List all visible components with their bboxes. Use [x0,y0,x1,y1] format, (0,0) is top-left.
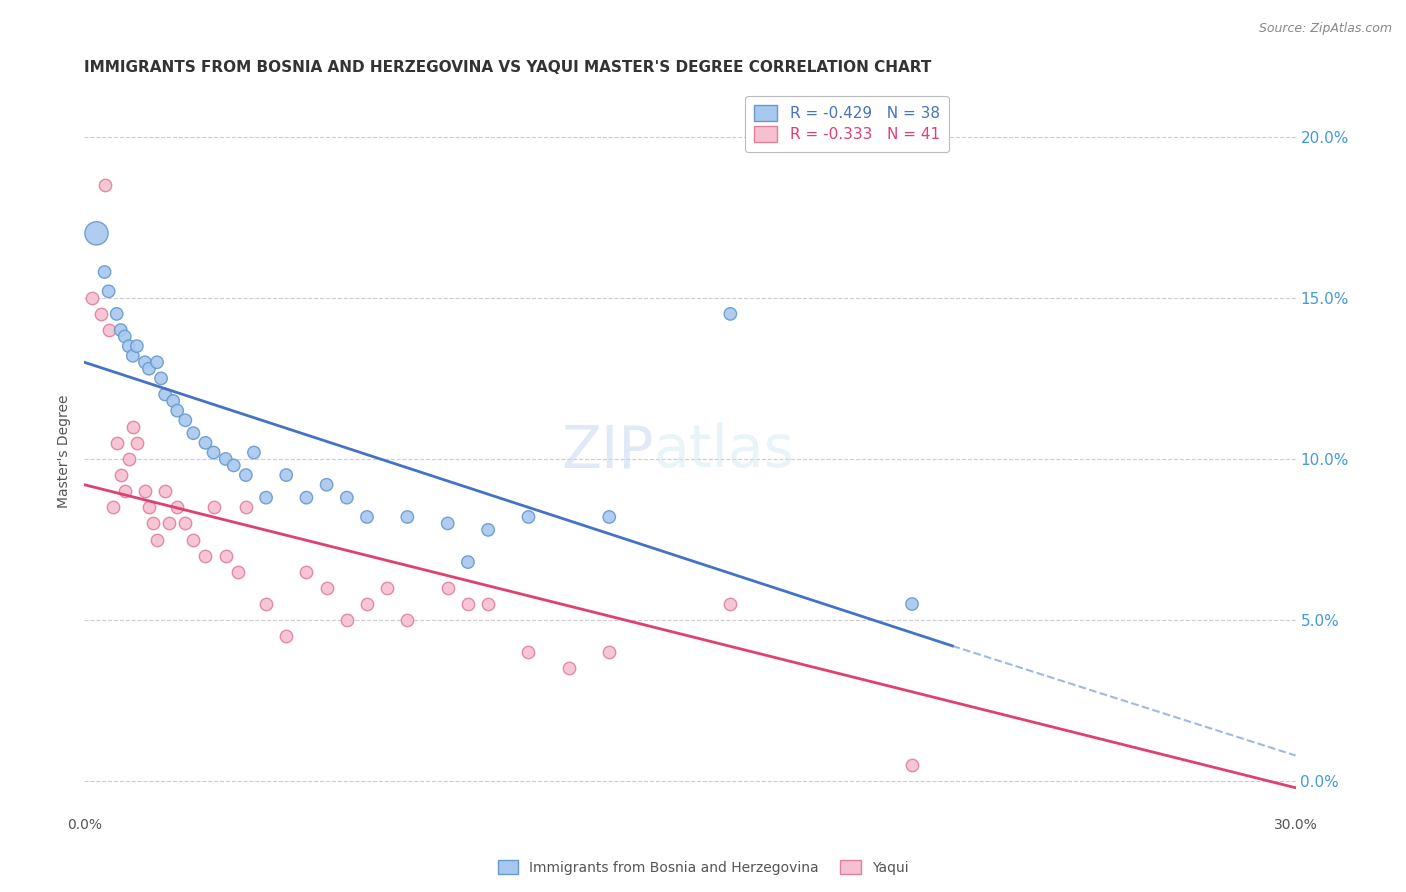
Point [114,484,136,499]
Point [121,349,143,363]
Point [315,581,337,595]
Point [235,500,257,515]
Point [174,516,197,531]
Point [202,500,225,515]
Point [356,510,378,524]
Point [295,491,318,505]
Point [901,758,924,772]
Point [114,329,136,343]
Point [226,565,249,579]
Point [598,510,620,524]
Point [125,339,148,353]
Point [243,445,266,459]
Point [396,613,419,627]
Point [517,645,540,659]
Point [194,435,217,450]
Text: IMMIGRANTS FROM BOSNIA AND HERZEGOVINA VS YAQUI MASTER'S DEGREE CORRELATION CHAR: IMMIGRANTS FROM BOSNIA AND HERZEGOVINA V… [84,60,932,75]
Point [125,435,148,450]
Point [457,597,479,611]
Point [295,565,318,579]
Point [336,491,359,505]
Point [254,597,277,611]
Point [142,516,165,531]
Point [477,523,499,537]
Point [194,549,217,563]
Point [82,291,104,305]
Legend: R = -0.429   N = 38, R = -0.333   N = 41: R = -0.429 N = 38, R = -0.333 N = 41 [745,96,949,152]
Text: ZIP: ZIP [561,423,654,479]
Point [598,645,620,659]
Point [276,468,298,483]
Text: atlas: atlas [654,423,794,479]
Point [134,355,156,369]
Point [215,452,238,467]
Point [150,371,173,385]
Point [121,419,143,434]
Point [138,361,160,376]
Y-axis label: Master's Degree: Master's Degree [58,394,72,508]
Point [457,555,479,569]
Point [110,468,132,483]
Point [375,581,398,595]
Point [174,413,197,427]
Point [97,323,120,337]
Point [558,661,581,675]
Point [718,597,741,611]
Point [162,393,184,408]
Point [118,452,141,467]
Point [153,484,176,499]
Point [97,285,120,299]
Legend: Immigrants from Bosnia and Herzegovina, Yaqui: Immigrants from Bosnia and Herzegovina, … [492,855,914,880]
Text: Source: ZipAtlas.com: Source: ZipAtlas.com [1258,22,1392,36]
Point [477,597,499,611]
Point [153,387,176,401]
Point [146,355,169,369]
Point [356,597,378,611]
Point [276,629,298,643]
Point [222,458,245,473]
Point [254,491,277,505]
Point [118,339,141,353]
Point [110,323,132,337]
Point [93,178,115,192]
Point [146,533,169,547]
Point [235,468,257,483]
Point [157,516,180,531]
Point [215,549,238,563]
Point [93,265,115,279]
Point [718,307,741,321]
Point [86,227,108,241]
Point [517,510,540,524]
Point [436,516,458,531]
Point [105,435,128,450]
Point [89,307,111,321]
Point [101,500,124,515]
Point [315,477,337,491]
Point [134,484,156,499]
Point [336,613,359,627]
Point [183,426,205,441]
Point [901,597,924,611]
Point [105,307,128,321]
Point [183,533,205,547]
Point [436,581,458,595]
Point [396,510,419,524]
Point [202,445,225,459]
Point [138,500,160,515]
Point [166,500,188,515]
Point [166,403,188,417]
